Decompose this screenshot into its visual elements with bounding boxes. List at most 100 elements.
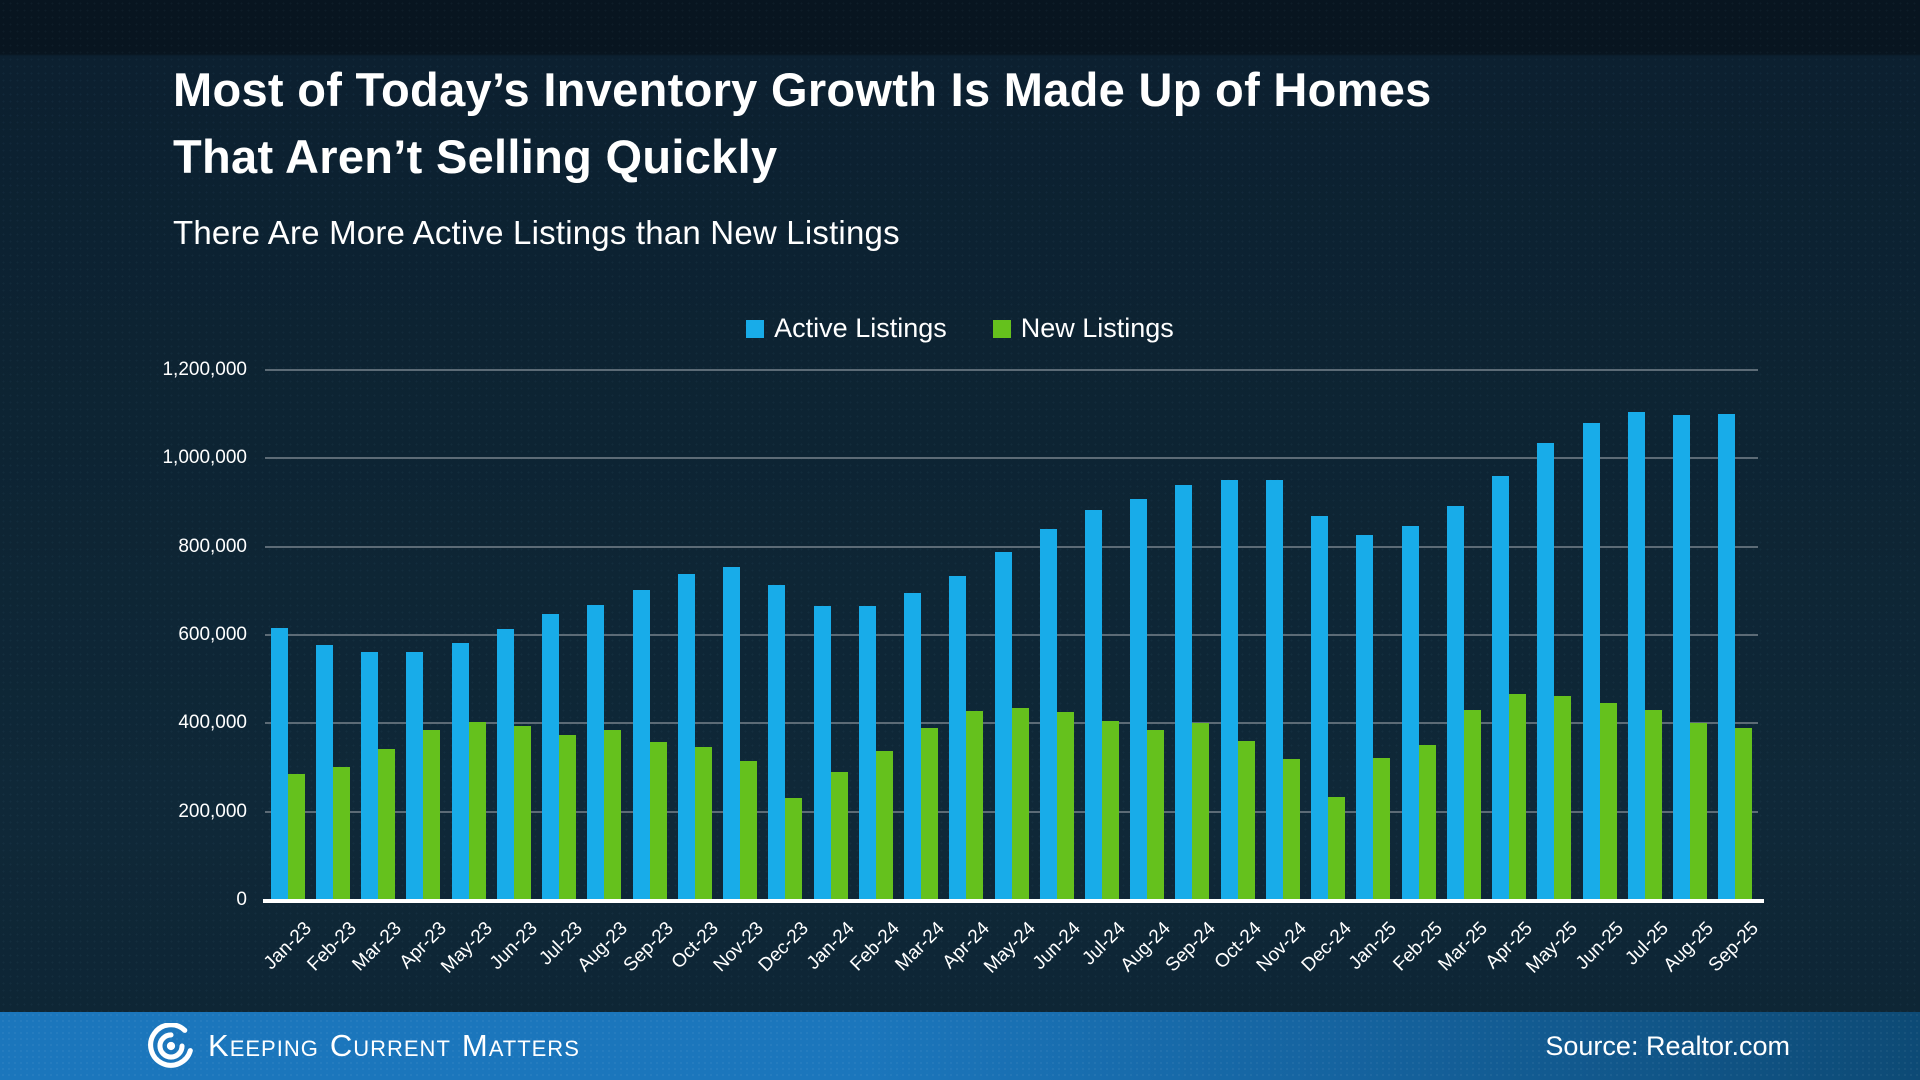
y-tick-label: 400,000 [178,712,247,734]
bar-new-Nov-24 [1282,758,1300,900]
bar-active-Oct-23 [677,574,695,900]
source-credit: Source: Realtor.com [1545,1030,1790,1061]
bar-active-Jun-24 [1039,528,1057,900]
legend-label-new: New Listings [1020,313,1174,343]
bar-new-Jan-23 [287,773,305,900]
footer-bar: Keeping Current Matters Source: Realtor.… [0,1012,1920,1080]
page-title: Most of Today’s Inventory Growth Is Made… [173,56,1432,190]
bar-new-Aug-23 [604,729,622,900]
bar-new-Apr-24 [966,710,984,900]
bar-new-May-23 [468,721,486,900]
bar-active-Mar-25 [1446,506,1464,900]
gridline [265,369,1758,371]
bar-new-May-24 [1011,707,1029,900]
x-axis: Jan-23 Feb-23 Mar-23 Apr-23 May-23 Jun-23 Jul-… [260,912,1764,997]
legend-label-active: Active Listings [774,313,947,343]
bar-new-Aug-24 [1147,729,1165,900]
y-tick-label: 800,000 [178,535,247,557]
bar-new-Jul-24 [1101,720,1119,900]
bar-new-Feb-25 [1418,745,1436,900]
header: Most of Today’s Inventory Growth Is Made… [173,56,1432,252]
bar-new-Apr-25 [1509,693,1527,900]
x-tick-label: Jun-25 [1571,918,1628,974]
bar-active-Apr-24 [949,575,967,900]
gridline [265,545,1758,548]
bar-new-Jul-25 [1644,710,1662,900]
bar-active-Jun-23 [496,628,514,900]
brand-word-matters: Matters [461,1028,580,1063]
bar-active-Jul-24 [1084,509,1102,900]
x-tick-label: Aug-24 [1116,918,1176,977]
bar-active-Dec-24 [1311,516,1329,900]
y-tick-label: 200,000 [178,800,247,822]
x-tick-label: Jun-23 [485,918,542,974]
bar-new-Oct-24 [1237,741,1255,900]
bar-active-Apr-25 [1492,476,1510,900]
x-tick-label: Jan-24 [802,918,859,974]
bar-active-Feb-25 [1401,526,1419,900]
bar-active-Aug-23 [587,604,605,900]
x-tick-label: Mar-23 [348,918,406,976]
bar-active-Jun-25 [1582,422,1600,900]
bar-active-May-25 [1537,442,1555,900]
bar-new-Dec-23 [785,797,803,900]
bar-active-Nov-24 [1265,480,1283,900]
plot-area [263,369,1764,903]
bar-new-Feb-24 [875,751,893,900]
x-tick-label: Aug-23 [573,918,633,977]
bar-new-Sep-24 [1192,722,1210,900]
y-tick-label: 600,000 [178,624,247,645]
chart-legend: Active Listings New Listings [0,313,1920,344]
brand-word-keeping: Keeping [208,1028,319,1063]
x-tick-label: Mar-24 [891,918,949,976]
bar-new-Mar-25 [1463,710,1481,900]
bar-new-Mar-23 [378,749,396,900]
bar-active-Jul-25 [1627,412,1645,900]
kcm-swirl-icon [148,1023,193,1068]
bar-active-Aug-25 [1673,415,1691,900]
x-tick-label: Feb-23 [303,918,361,976]
bar-new-Mar-24 [921,727,938,900]
x-tick-label: Jun-24 [1028,918,1085,974]
bar-new-Sep-23 [649,741,667,900]
bar-new-Jan-24 [830,771,848,900]
bar-active-Dec-23 [768,584,786,900]
x-tick-label: Nov-23 [709,918,768,977]
bar-active-Sep-25 [1718,414,1736,900]
page-subtitle: There Are More Active Listings than New … [173,214,900,251]
bar-new-Jul-23 [559,734,577,900]
x-tick-label: Sep-24 [1162,918,1221,977]
bar-new-Nov-23 [740,760,758,900]
bar-active-Aug-24 [1130,498,1148,900]
legend-swatch-new-icon [992,319,1011,338]
brand-name: Keeping Current Matters [208,1028,580,1064]
bar-active-Sep-23 [632,590,650,900]
x-tick-label: Mar-25 [1434,918,1492,976]
bar-active-Mar-24 [904,593,921,900]
bar-new-Sep-25 [1735,728,1753,900]
y-axis: 0 200,000 400,000 600,000 800,000 1,000,000 1,… [0,360,250,910]
page-title-line2: That Aren’t Selling Quickly [173,130,778,183]
bar-new-May-25 [1554,695,1572,900]
bar-active-Apr-23 [406,652,424,900]
bar-active-Feb-23 [315,644,333,900]
y-tick-label: 1,000,000 [162,447,247,469]
bar-new-Feb-23 [332,766,350,900]
bar-new-Oct-23 [694,747,712,900]
bar-active-Jul-23 [542,614,560,900]
x-tick-label: Feb-24 [846,918,904,976]
y-tick-label: 0 [236,889,247,910]
bar-active-Oct-24 [1220,479,1238,900]
kcm-logo: Keeping Current Matters [148,1023,580,1069]
legend-swatch-active-icon [746,319,765,338]
bar-active-Jan-23 [270,627,288,900]
x-tick-label: Feb-25 [1389,918,1447,976]
bar-new-Aug-25 [1690,723,1708,900]
legend-item-new-listings: New Listings [992,313,1174,344]
bar-new-Dec-24 [1328,797,1346,900]
y-tick-label: 1,200,000 [162,359,247,380]
bar-active-May-23 [451,642,469,900]
page-title-line1: Most of Today’s Inventory Growth Is Made… [173,63,1432,116]
bar-active-Feb-24 [858,606,876,900]
